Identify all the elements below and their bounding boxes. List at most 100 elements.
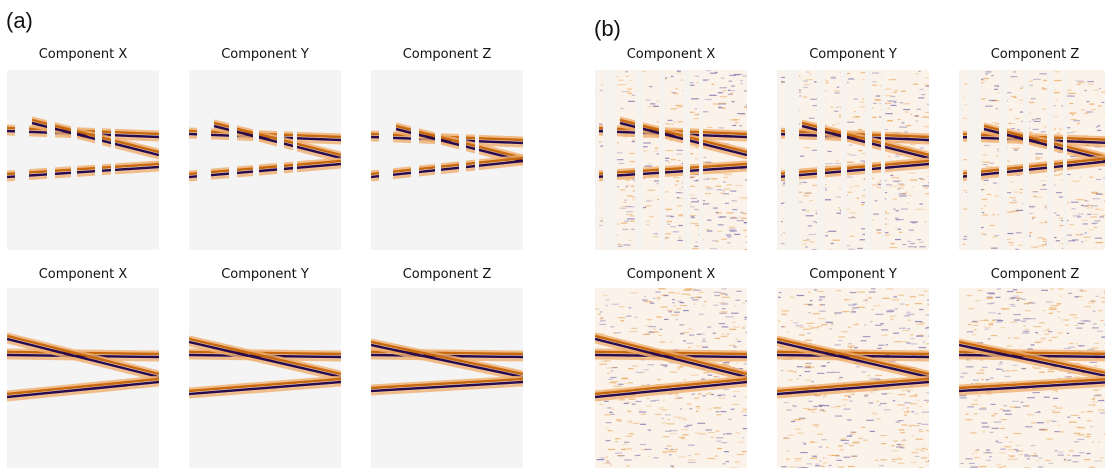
noise	[674, 93, 679, 94]
noise	[616, 419, 621, 420]
noise	[1056, 192, 1062, 193]
noise	[647, 224, 649, 225]
noise	[1014, 150, 1018, 151]
missing-trace	[293, 70, 297, 250]
noise	[840, 449, 844, 450]
noise	[987, 194, 992, 195]
noise	[844, 395, 850, 396]
noise	[917, 423, 921, 424]
noise	[675, 293, 680, 294]
noise	[740, 212, 743, 213]
noise	[791, 421, 795, 422]
noise	[1018, 99, 1024, 100]
noise	[720, 87, 727, 88]
noise	[674, 312, 680, 313]
noise	[781, 77, 786, 78]
noise	[842, 399, 848, 400]
noise	[847, 209, 850, 210]
noise	[632, 403, 636, 404]
noise	[631, 328, 637, 329]
noise	[817, 434, 823, 435]
noise	[804, 84, 809, 85]
noise	[1053, 390, 1058, 391]
noise	[915, 115, 919, 116]
subplot-title: Component Y	[221, 47, 309, 62]
noise	[690, 297, 694, 298]
noise	[895, 90, 898, 91]
noise	[643, 142, 650, 143]
noise	[744, 319, 751, 320]
noise	[852, 216, 854, 217]
noise	[994, 422, 1002, 423]
noise	[689, 328, 693, 329]
noise	[1022, 299, 1026, 300]
noise	[871, 412, 875, 413]
noise	[890, 105, 896, 106]
noise	[986, 450, 990, 451]
noise	[631, 186, 635, 187]
noise	[1087, 214, 1091, 215]
noise	[1083, 237, 1090, 238]
noise	[924, 290, 927, 291]
noise	[624, 221, 629, 222]
noise	[824, 405, 830, 406]
noise	[1089, 104, 1094, 105]
missing-trace	[459, 70, 466, 250]
noise	[848, 346, 856, 347]
noise	[980, 370, 985, 371]
noise	[630, 292, 637, 293]
noise	[1007, 192, 1011, 193]
noise	[1069, 421, 1077, 422]
noise	[910, 243, 915, 244]
noise	[1074, 433, 1081, 434]
noise	[718, 394, 725, 395]
noise	[715, 186, 721, 187]
noise	[847, 162, 852, 163]
noise	[721, 288, 726, 289]
noise	[728, 81, 732, 82]
noise	[1011, 370, 1017, 371]
noise	[991, 302, 995, 303]
noise	[1043, 80, 1047, 81]
noise	[1001, 419, 1007, 420]
noise	[1041, 290, 1048, 291]
noise	[871, 72, 879, 73]
noise	[862, 79, 865, 80]
noise	[1072, 239, 1078, 240]
noise	[1041, 185, 1044, 186]
noise	[968, 324, 972, 325]
noise	[984, 329, 989, 330]
noise	[848, 343, 852, 344]
noise	[727, 236, 731, 237]
subplot-title: Component Y	[809, 47, 897, 62]
noise	[900, 303, 905, 304]
subplot-title: Component X	[627, 267, 716, 282]
missing-trace	[197, 70, 211, 250]
noise	[1051, 410, 1055, 411]
noise	[840, 438, 846, 439]
noise	[671, 76, 674, 77]
noise	[1068, 347, 1075, 348]
noise	[910, 462, 916, 463]
noise	[1033, 455, 1039, 456]
noise	[812, 456, 817, 457]
noise	[1090, 216, 1097, 217]
noise	[890, 319, 893, 320]
noise	[989, 293, 995, 294]
noise	[668, 311, 671, 312]
noise	[1038, 466, 1043, 467]
noise	[657, 297, 660, 298]
noise	[676, 192, 681, 193]
noise	[826, 82, 829, 83]
noise	[880, 435, 887, 436]
missing-trace	[71, 70, 77, 250]
noise	[719, 397, 726, 398]
noise	[1073, 317, 1078, 318]
noise	[783, 402, 788, 403]
noise	[809, 200, 813, 201]
noise	[807, 333, 810, 334]
noise	[1035, 157, 1042, 158]
noise	[813, 409, 817, 410]
noise	[728, 419, 731, 420]
noise	[1064, 460, 1069, 461]
